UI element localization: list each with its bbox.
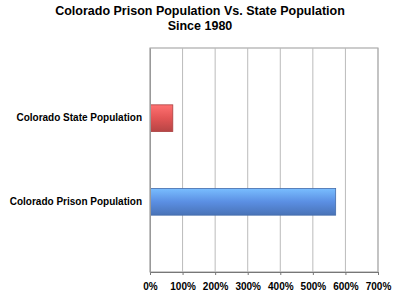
x-tick-mark <box>215 272 216 275</box>
x-tick-mark <box>280 272 281 275</box>
x-tick-mark <box>313 272 314 275</box>
subtitle: Since 1980 <box>168 19 233 33</box>
grid-line <box>280 48 281 272</box>
x-tick-label: 100% <box>170 281 196 292</box>
x-tick-label: 200% <box>203 281 229 292</box>
x-tick: 400% <box>268 272 294 292</box>
y-axis: Colorado State Population Colorado Prison… <box>10 49 151 273</box>
x-tick-mark <box>345 272 346 275</box>
x-tick: 0% <box>143 272 158 292</box>
x-axis: 0% 100% 200% 300% 400% 500% 600% 700% <box>143 272 391 292</box>
x-tick-label: 600% <box>333 281 359 292</box>
x-tick-mark <box>183 272 184 275</box>
chart: Colorado Prison Population Vs. State Pop… <box>0 0 400 301</box>
x-tick: 500% <box>301 272 327 292</box>
x-tick-label: 300% <box>235 281 261 292</box>
bar <box>150 105 173 132</box>
y-tick: Colorado State Population <box>16 112 150 123</box>
grid-line <box>378 48 379 272</box>
plot: 0% 100% 200% 300% 400% 500% 600% 700% Colorado S… <box>10 48 392 292</box>
x-tick-label: 0% <box>143 281 158 292</box>
grid-line <box>150 48 151 272</box>
x-tick-mark <box>378 272 379 275</box>
x-tick: 100% <box>170 272 196 292</box>
grid <box>150 48 378 272</box>
grid-line <box>247 48 248 272</box>
x-tick: 600% <box>333 272 359 292</box>
plot-frame <box>150 48 378 272</box>
x-tick: 700% <box>366 272 392 292</box>
x-tick-mark <box>248 272 249 275</box>
x-tick: 300% <box>235 272 261 292</box>
title: Colorado Prison Population Vs. State Pop… <box>55 4 345 18</box>
grid-line <box>215 48 216 272</box>
bars <box>150 105 336 215</box>
category-label: Colorado State Population <box>16 112 142 123</box>
x-axis-line <box>151 273 379 276</box>
y-axis-line <box>150 49 151 273</box>
y-tick: Colorado Prison Population <box>10 196 150 207</box>
x-tick-label: 500% <box>301 281 327 292</box>
bar <box>150 188 336 215</box>
grid-line <box>312 48 313 272</box>
x-tick-label: 700% <box>366 281 392 292</box>
x-tick: 200% <box>203 272 229 292</box>
grid-line <box>182 48 183 272</box>
grid-line <box>345 48 346 272</box>
category-label: Colorado Prison Population <box>10 196 142 207</box>
x-tick-label: 400% <box>268 281 294 292</box>
